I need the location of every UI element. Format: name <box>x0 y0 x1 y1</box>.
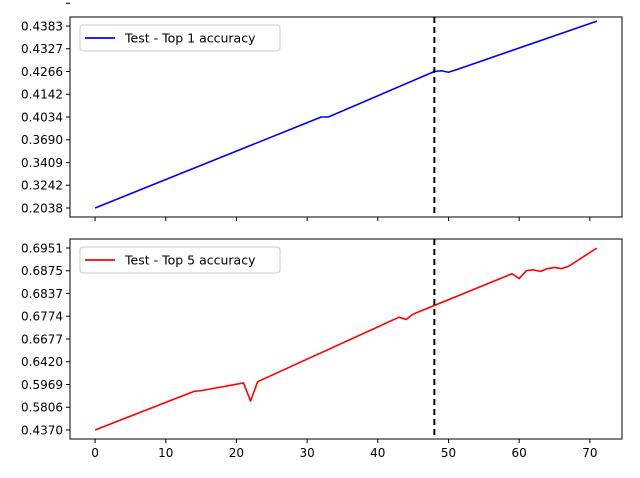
top-subplot-ticks: 0.2038 0.3242 0.3409 0.3690 0.4034 0.4142 0.42… <box>21 2 591 221</box>
series-line <box>94 247 598 431</box>
y-tick-label: 0.4327 <box>21 42 63 56</box>
bottom-legend-label: Test - Top 5 accuracy <box>124 253 256 268</box>
y-tick-label: 0.6420 <box>21 355 63 369</box>
bottom-subplot-legend: Test - Top 5 accuracy <box>79 246 281 274</box>
x-tick-label: 30 <box>299 446 314 460</box>
y-tick-label: 0.3409 <box>21 156 63 170</box>
y-tick-label: 0.6774 <box>21 310 63 324</box>
y-tick-label: 0.2038 <box>21 201 63 215</box>
y-tick-label: 0.5969 <box>21 378 63 392</box>
y-tick-label: 0.3690 <box>21 133 63 147</box>
y-tick-label: 0.4034 <box>21 110 63 124</box>
bottom-accuracy-subplot: 0.4370 0.5806 0.5969 0.6420 0.6677 0.6774 0.68… <box>21 238 623 460</box>
series-line <box>94 20 598 209</box>
y-tick-label: 0.6951 <box>21 241 63 255</box>
y-tick-label: 0.6837 <box>21 287 63 301</box>
top-subplot-frame <box>69 16 623 218</box>
top-accuracy-subplot: 0.2038 0.3242 0.3409 0.3690 0.4034 0.4142 0.42… <box>21 2 623 221</box>
y-tick-label: 0.5806 <box>21 401 63 415</box>
y-tick-label: 0.4142 <box>21 88 63 102</box>
bottom-subplot-series <box>94 247 598 431</box>
x-tick-label: 0 <box>91 446 99 460</box>
y-tick-label: 0.3242 <box>21 179 63 193</box>
x-tick-label: 10 <box>158 446 173 460</box>
x-tick-label: 40 <box>370 446 385 460</box>
x-tick-label: 60 <box>512 446 527 460</box>
top-legend-box <box>79 24 281 52</box>
x-tick-label: 70 <box>582 446 597 460</box>
x-tick-label: 50 <box>441 446 456 460</box>
bottom-subplot-ticks: 0.4370 0.5806 0.5969 0.6420 0.6677 0.6774 0.68… <box>21 241 597 460</box>
y-tick-label: 0.6677 <box>21 332 63 346</box>
bottom-subplot-frame <box>69 238 623 440</box>
bottom-legend-box <box>79 246 281 274</box>
y-tick-label: 0.4383 <box>21 19 63 33</box>
top-subplot-series <box>94 20 598 209</box>
y-tick-label: 0.4266 <box>21 65 63 79</box>
top-legend-label: Test - Top 1 accuracy <box>124 31 256 46</box>
x-tick-label: 20 <box>229 446 244 460</box>
top-subplot-legend: Test - Top 1 accuracy <box>79 24 281 52</box>
y-tick-label: 0.4370 <box>21 423 63 437</box>
y-tick-label: 0.6875 <box>21 264 63 278</box>
